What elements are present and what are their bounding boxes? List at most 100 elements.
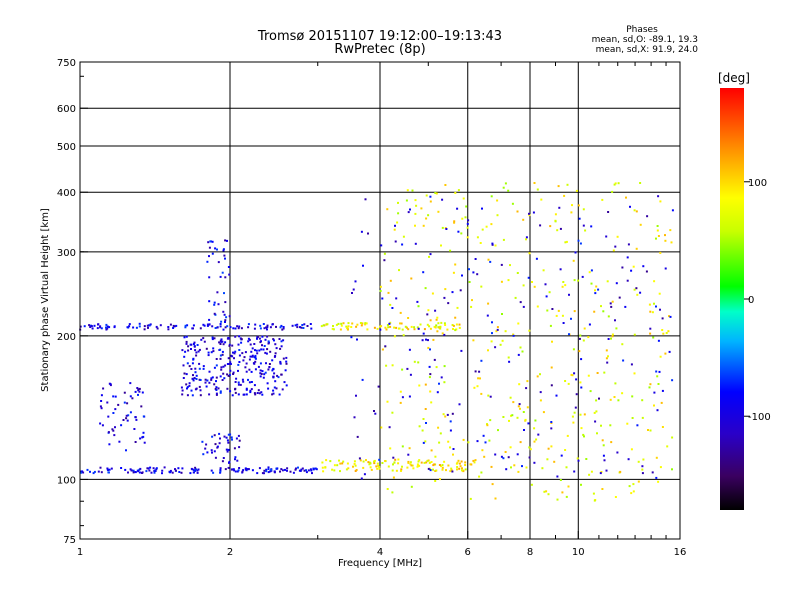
data-point <box>402 235 405 238</box>
data-point <box>264 371 267 374</box>
data-point <box>435 324 438 327</box>
data-point <box>573 279 576 282</box>
data-point <box>373 326 376 329</box>
data-point <box>658 370 661 373</box>
data-point <box>490 340 493 343</box>
data-point <box>428 365 431 368</box>
data-point <box>582 433 585 436</box>
data-point <box>427 309 430 312</box>
data-point <box>524 418 527 421</box>
data-point <box>256 392 259 394</box>
data-point <box>249 391 252 394</box>
data-point <box>502 238 505 241</box>
data-point <box>404 325 407 328</box>
data-point <box>227 433 230 436</box>
data-point <box>487 349 489 352</box>
data-point <box>251 347 254 350</box>
data-point <box>111 428 114 431</box>
data-point <box>470 305 473 308</box>
data-point <box>406 367 409 370</box>
data-point <box>109 384 112 387</box>
data-point <box>258 467 261 470</box>
data-point <box>147 326 149 329</box>
data-point <box>439 478 441 481</box>
data-point <box>509 396 512 399</box>
data-point <box>507 189 510 192</box>
data-point <box>626 279 629 282</box>
data-point <box>481 449 484 452</box>
data-point <box>362 460 365 463</box>
data-point <box>365 459 367 462</box>
data-point <box>433 358 436 361</box>
data-point <box>251 355 254 358</box>
data-point <box>296 323 299 326</box>
data-point <box>211 325 214 328</box>
data-point <box>434 455 437 458</box>
data-point <box>345 468 348 471</box>
data-point <box>310 327 313 330</box>
data-point <box>409 373 412 376</box>
data-point <box>198 348 201 351</box>
data-point <box>195 351 198 354</box>
data-point <box>347 322 350 325</box>
data-point <box>271 393 274 396</box>
data-point <box>389 447 392 450</box>
data-point <box>440 376 443 379</box>
data-point <box>233 357 235 360</box>
stats-x-mode: mean, sd,X: 91.9, 24.0 <box>596 45 699 55</box>
data-point <box>413 326 416 329</box>
data-point <box>443 365 446 368</box>
data-point <box>277 376 280 379</box>
data-point <box>211 336 214 339</box>
data-point <box>229 369 232 372</box>
data-point <box>237 369 239 372</box>
data-point <box>564 380 567 382</box>
colorbar-tick-label: 0 <box>748 295 754 306</box>
data-point <box>228 344 231 347</box>
data-point <box>539 399 542 402</box>
data-point <box>256 337 258 340</box>
data-point <box>581 275 584 278</box>
data-point <box>219 468 222 471</box>
data-point <box>169 323 172 326</box>
data-point <box>519 407 521 410</box>
data-point <box>549 225 552 228</box>
data-point <box>241 352 244 355</box>
data-point <box>528 214 531 217</box>
data-point <box>610 337 612 340</box>
data-point <box>280 324 283 327</box>
data-point <box>247 326 250 329</box>
data-point <box>203 340 206 343</box>
data-point <box>242 469 245 472</box>
data-point <box>542 269 545 272</box>
data-point <box>509 264 511 267</box>
data-point <box>422 224 425 227</box>
data-point <box>571 204 573 207</box>
data-point <box>221 271 224 274</box>
data-point <box>148 469 151 472</box>
data-point <box>242 359 245 362</box>
data-point <box>430 461 433 463</box>
data-point <box>454 329 457 332</box>
data-point <box>224 257 226 260</box>
data-point <box>263 327 266 330</box>
data-point <box>285 360 288 363</box>
data-point <box>461 217 464 220</box>
data-point <box>669 229 672 232</box>
data-point <box>145 470 148 473</box>
data-point <box>472 459 475 462</box>
data-point <box>192 358 195 361</box>
data-point <box>381 297 384 300</box>
data-point <box>262 323 265 325</box>
data-point <box>564 449 567 451</box>
data-point <box>243 356 246 359</box>
data-point <box>427 467 430 470</box>
data-point <box>233 469 236 472</box>
data-point <box>136 387 139 389</box>
data-point <box>218 432 221 435</box>
data-point <box>178 471 181 473</box>
data-point <box>226 239 228 242</box>
data-point <box>671 436 674 439</box>
data-point <box>521 350 524 353</box>
data-point <box>214 247 217 250</box>
